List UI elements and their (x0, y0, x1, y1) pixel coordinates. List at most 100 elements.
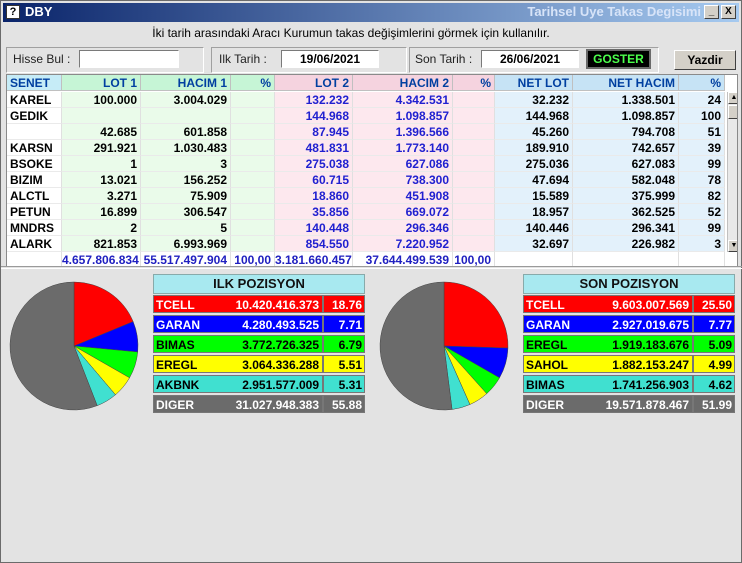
table-cell[interactable] (231, 188, 275, 204)
table-cell[interactable] (453, 204, 495, 220)
table-cell[interactable] (453, 236, 495, 252)
table-cell[interactable]: 275.038 (275, 156, 353, 172)
column-header-9[interactable]: NET HACIM (573, 75, 679, 91)
scroll-thumb[interactable] (728, 105, 737, 119)
yazdir-button[interactable]: Yazdir (674, 50, 736, 70)
table-cell[interactable]: 451.908 (353, 188, 453, 204)
table-cell[interactable]: 18.860 (275, 188, 353, 204)
table-cell[interactable]: 481.831 (275, 140, 353, 156)
column-header-2[interactable]: LOT 1 (62, 75, 141, 91)
table-cell[interactable] (231, 124, 275, 140)
column-header-10[interactable]: % (679, 75, 725, 91)
table-cell[interactable] (453, 108, 495, 124)
table-cell[interactable]: 627.083 (573, 156, 679, 172)
table-cell-senet[interactable]: KARSN (7, 140, 62, 156)
table-cell[interactable]: 16.899 (62, 204, 141, 220)
ilk-tarih-input[interactable]: 19/06/2021 (281, 50, 379, 68)
table-cell[interactable]: 1.030.483 (141, 140, 231, 156)
table-cell[interactable]: 3.004.029 (141, 92, 231, 108)
table-scrollbar[interactable]: ▲ ▼ (727, 92, 737, 252)
table-cell[interactable]: 1.098.857 (573, 108, 679, 124)
title-bar[interactable]: ? DBY Tarihsel Uye Takas Degisimi _ X (3, 3, 739, 22)
table-cell[interactable] (231, 92, 275, 108)
table-cell[interactable]: 51 (679, 124, 725, 140)
table-cell[interactable]: 47.694 (495, 172, 573, 188)
table-cell[interactable] (453, 172, 495, 188)
table-cell-senet[interactable]: ALCTL (7, 188, 62, 204)
table-cell[interactable]: 601.858 (141, 124, 231, 140)
table-cell[interactable]: 45.260 (495, 124, 573, 140)
table-cell[interactable]: 144.968 (495, 108, 573, 124)
column-header-6[interactable]: HACIM 2 (353, 75, 453, 91)
table-cell[interactable]: 132.232 (275, 92, 353, 108)
table-cell[interactable] (453, 188, 495, 204)
column-header-1[interactable]: SENET (7, 75, 62, 91)
table-cell[interactable]: 75.909 (141, 188, 231, 204)
table-cell[interactable]: 32.697 (495, 236, 573, 252)
table-cell-senet[interactable]: BIZIM (7, 172, 62, 188)
table-cell[interactable]: 3 (679, 236, 725, 252)
table-cell[interactable]: 742.657 (573, 140, 679, 156)
table-cell[interactable]: 99 (679, 156, 725, 172)
table-cell-senet[interactable] (7, 124, 62, 140)
table-cell[interactable] (453, 140, 495, 156)
table-cell[interactable]: 291.921 (62, 140, 141, 156)
scroll-down-arrow-icon[interactable]: ▼ (728, 240, 737, 252)
table-cell[interactable]: 738.300 (353, 172, 453, 188)
table-cell[interactable] (453, 156, 495, 172)
table-cell[interactable]: 1 (62, 156, 141, 172)
table-cell[interactable]: 24 (679, 92, 725, 108)
table-cell[interactable] (231, 220, 275, 236)
table-cell[interactable]: 821.853 (62, 236, 141, 252)
table-cell[interactable]: 15.589 (495, 188, 573, 204)
table-cell[interactable] (231, 108, 275, 124)
table-cell[interactable]: 854.550 (275, 236, 353, 252)
table-cell[interactable]: 3.271 (62, 188, 141, 204)
table-cell[interactable]: 794.708 (573, 124, 679, 140)
goster-button[interactable]: GOSTER (586, 49, 651, 69)
table-cell[interactable]: 275.036 (495, 156, 573, 172)
table-cell[interactable] (231, 172, 275, 188)
table-cell[interactable]: 13.021 (62, 172, 141, 188)
table-cell[interactable]: 60.715 (275, 172, 353, 188)
table-cell[interactable]: 156.252 (141, 172, 231, 188)
column-header-3[interactable]: HACIM 1 (141, 75, 231, 91)
column-header-8[interactable]: NET LOT (495, 75, 573, 91)
table-cell[interactable]: 362.525 (573, 204, 679, 220)
table-cell[interactable]: 87.945 (275, 124, 353, 140)
close-button[interactable]: X (721, 5, 736, 19)
table-cell-senet[interactable]: BSOKE (7, 156, 62, 172)
table-cell[interactable]: 582.048 (573, 172, 679, 188)
table-cell[interactable]: 1.338.501 (573, 92, 679, 108)
table-cell[interactable]: 5 (141, 220, 231, 236)
table-cell[interactable]: 4.342.531 (353, 92, 453, 108)
table-cell[interactable]: 296.341 (573, 220, 679, 236)
table-cell[interactable]: 35.856 (275, 204, 353, 220)
table-cell[interactable] (141, 108, 231, 124)
table-cell[interactable]: 669.072 (353, 204, 453, 220)
table-cell-senet[interactable]: KAREL (7, 92, 62, 108)
table-cell[interactable]: 3 (141, 156, 231, 172)
table-cell[interactable]: 18.957 (495, 204, 573, 220)
hisse-search-input[interactable] (79, 50, 179, 68)
table-cell[interactable]: 1.396.566 (353, 124, 453, 140)
table-cell[interactable]: 52 (679, 204, 725, 220)
column-header-4[interactable]: % (231, 75, 275, 91)
table-cell[interactable]: 226.982 (573, 236, 679, 252)
column-header-7[interactable]: % (453, 75, 495, 91)
table-cell[interactable]: 2 (62, 220, 141, 236)
table-cell[interactable]: 189.910 (495, 140, 573, 156)
table-cell[interactable]: 140.448 (275, 220, 353, 236)
table-cell[interactable]: 7.220.952 (353, 236, 453, 252)
son-tarih-input[interactable]: 26/06/2021 (481, 50, 579, 68)
table-cell[interactable]: 1.773.140 (353, 140, 453, 156)
table-cell[interactable]: 375.999 (573, 188, 679, 204)
table-cell-senet[interactable]: PETUN (7, 204, 62, 220)
table-cell[interactable]: 42.685 (62, 124, 141, 140)
table-cell[interactable] (453, 124, 495, 140)
table-cell-senet[interactable]: MNDRS (7, 220, 62, 236)
table-cell[interactable]: 627.086 (353, 156, 453, 172)
table-cell[interactable]: 6.993.969 (141, 236, 231, 252)
table-cell[interactable]: 1.098.857 (353, 108, 453, 124)
table-cell[interactable]: 100.000 (62, 92, 141, 108)
